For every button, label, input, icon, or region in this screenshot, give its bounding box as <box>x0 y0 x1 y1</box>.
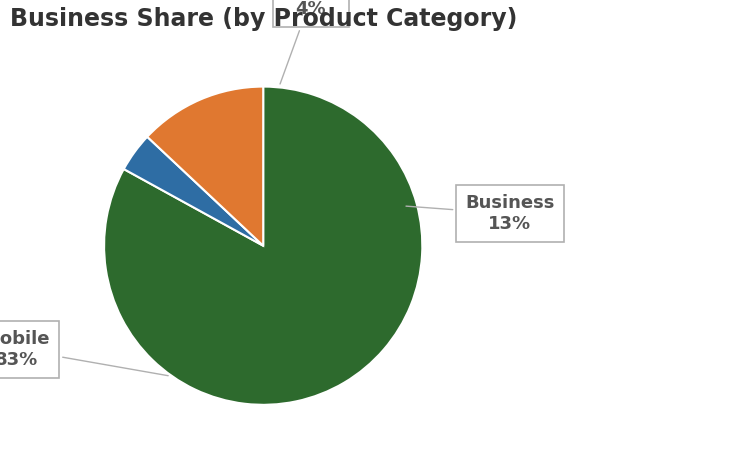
Text: Business
13%: Business 13% <box>406 195 554 233</box>
Title: Business Share (by Product Category): Business Share (by Product Category) <box>10 7 517 31</box>
Wedge shape <box>124 137 263 246</box>
Text: Mobile
83%: Mobile 83% <box>0 330 168 376</box>
Text: Home
4%: Home 4% <box>280 0 340 84</box>
Wedge shape <box>104 87 423 405</box>
Wedge shape <box>147 87 263 246</box>
